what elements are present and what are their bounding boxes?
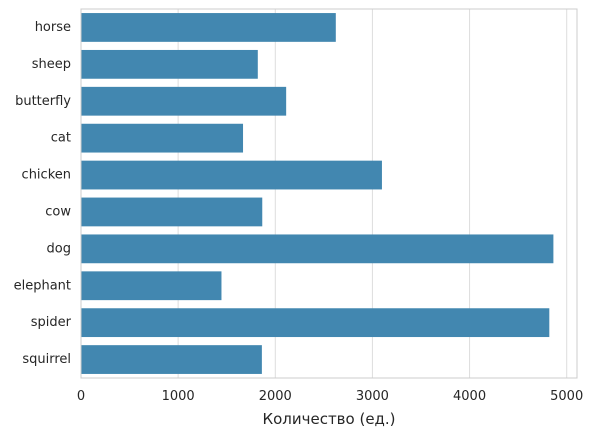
x-tick-labels: 0 1000 2000 3000 4000 5000 (77, 389, 583, 404)
x-tick-label-5000: 5000 (550, 389, 583, 404)
y-tick-labels: horse sheep butterfly cat chicken cow dog eleph… (14, 20, 72, 367)
y-tick-label-elephant: elephant (14, 278, 71, 293)
bar-spider (81, 308, 550, 338)
bar-cat (81, 123, 244, 153)
bars (81, 13, 554, 374)
x-tick-label-2000: 2000 (259, 389, 292, 404)
x-axis-title: Количество (ед.) (262, 410, 395, 428)
x-tick-label-3000: 3000 (356, 389, 389, 404)
bar-cow (81, 197, 263, 227)
y-tick-label-chicken: chicken (22, 168, 71, 183)
bar-horse (81, 13, 336, 42)
bar-chicken (81, 160, 382, 190)
bar-butterfly (81, 86, 287, 116)
bar-elephant (81, 271, 222, 301)
y-tick-label-squirrel: squirrel (22, 352, 71, 367)
plot-frame (80, 8, 578, 379)
x-tick-label-1000: 1000 (162, 389, 195, 404)
x-tick-label-4000: 4000 (453, 389, 486, 404)
y-tick-label-horse: horse (35, 20, 71, 35)
y-tick-label-butterfly: butterfly (15, 94, 71, 109)
bar-dog (81, 234, 554, 264)
y-tick-label-spider: spider (31, 315, 72, 330)
y-tick-label-cat: cat (51, 131, 71, 146)
bar-squirrel (81, 345, 262, 374)
y-tick-label-cow: cow (45, 204, 71, 219)
x-tick-label-0: 0 (77, 389, 85, 404)
bar-sheep (81, 49, 258, 79)
y-tick-label-dog: dog (47, 241, 71, 256)
y-tick-label-sheep: sheep (32, 57, 71, 72)
